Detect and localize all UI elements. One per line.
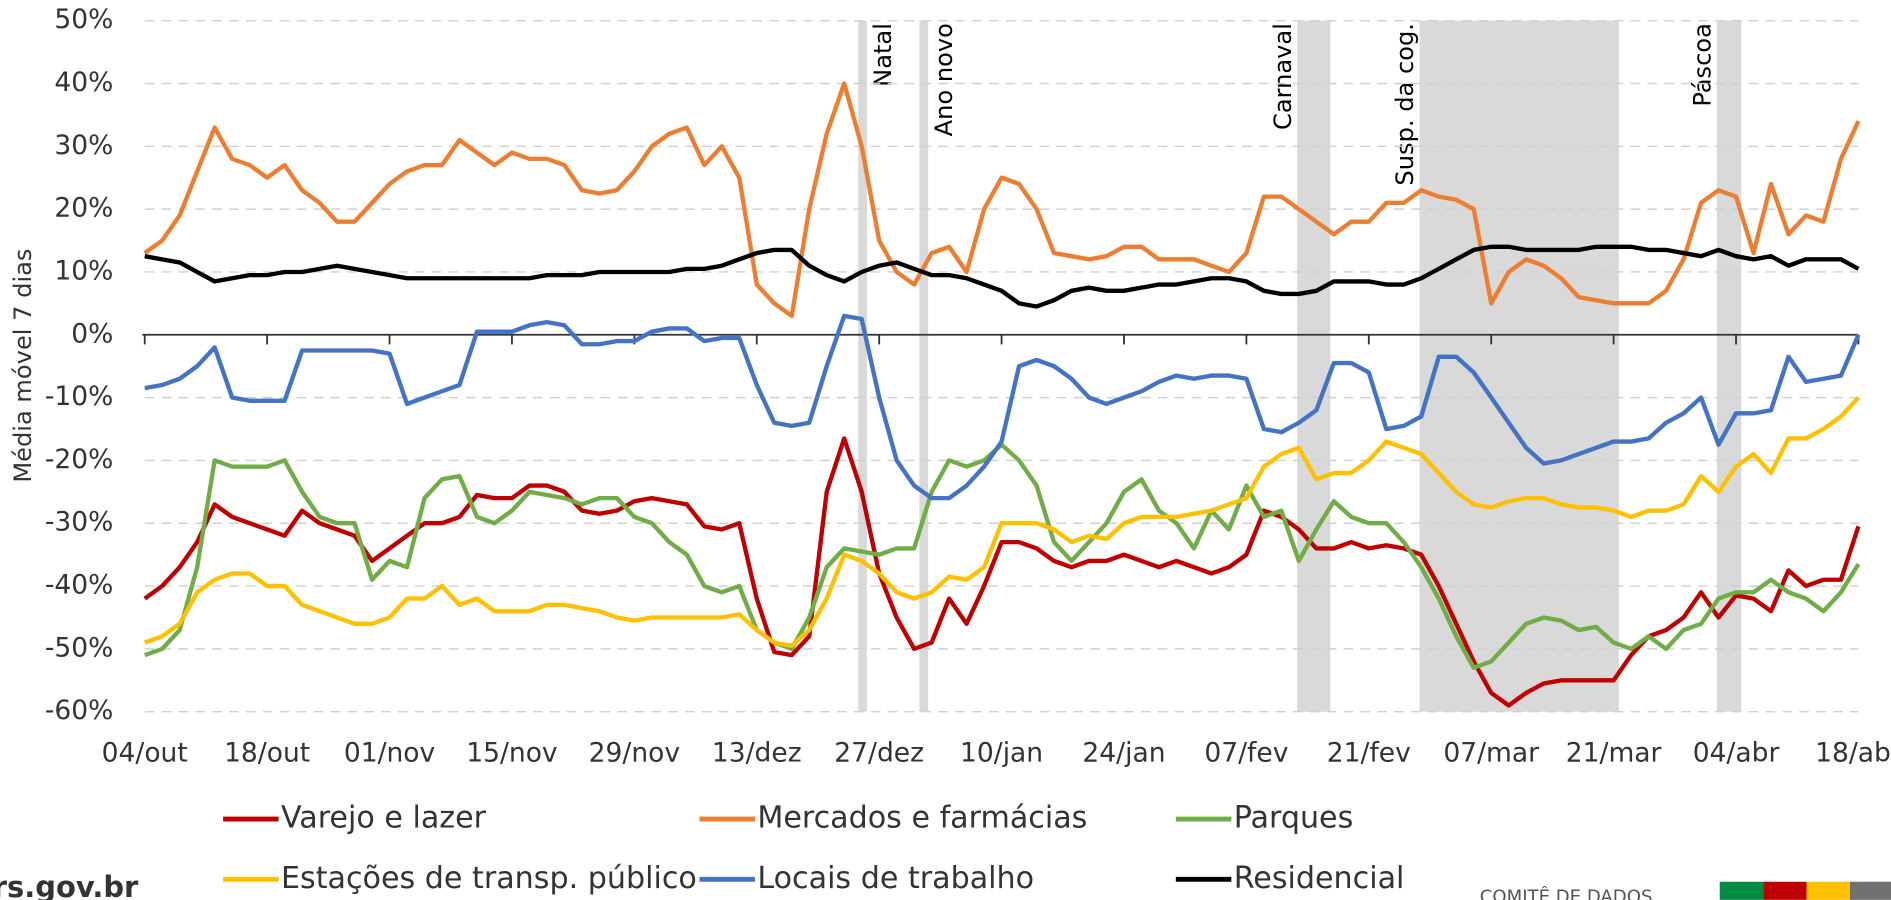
period-label: Páscoa	[1689, 23, 1717, 107]
lines	[143, 81, 1861, 708]
y-tick-label: -10%	[45, 381, 114, 412]
x-tick-label: 21/mar	[1566, 737, 1662, 768]
y-tick-label: 30%	[54, 130, 113, 161]
grid	[142, 19, 1860, 713]
y-tick-label: -60%	[45, 695, 114, 726]
legend-label: Locais de trabalho	[757, 861, 1034, 896]
y-tick-label: -50%	[45, 632, 114, 663]
series-line	[144, 244, 1860, 309]
y-tick-label: -30%	[45, 507, 114, 538]
x-tick-label: 21/fev	[1327, 737, 1411, 768]
y-tick-label: -20%	[45, 444, 114, 475]
series-line	[143, 436, 1861, 708]
logo-block	[1719, 881, 1764, 900]
logo-block	[1806, 881, 1850, 900]
x-tick-label: 04/abr	[1693, 737, 1780, 768]
period-label: Susp. da cog.	[1391, 23, 1419, 186]
y-tick-label: 40%	[54, 67, 113, 98]
period-shade	[1297, 20, 1331, 712]
logo-block	[1763, 881, 1807, 900]
period-shade	[858, 20, 867, 712]
y-tick-label: -40%	[45, 570, 114, 601]
y-tick-label: 50%	[54, 4, 113, 35]
footer-org: COMITÊ DE DADOS	[1480, 885, 1653, 900]
period-shade	[1419, 20, 1619, 712]
period-label: Ano novo	[930, 23, 958, 136]
spans: Natal Ano novo Carnaval Susp. da cog. Páscoa	[858, 20, 1742, 712]
x-tick-label: 18/out	[224, 737, 310, 768]
series-line	[143, 81, 1861, 319]
legend-label: Residencial	[1234, 861, 1405, 896]
x-tick-label: 04/out	[102, 737, 188, 768]
legend-label: Varejo e lazer	[281, 801, 487, 836]
series-line	[144, 313, 1861, 501]
y-tick-label: 20%	[54, 193, 113, 224]
x-tick-label: 13/dez	[712, 737, 802, 768]
legend-label: Mercados e farmácias	[757, 801, 1087, 836]
series-line	[143, 396, 1861, 648]
period-shade	[1716, 20, 1742, 712]
x-tick-label: 01/nov	[344, 737, 435, 768]
x-tick-label: 29/nov	[589, 737, 680, 768]
footer-site: rs.gov.br	[0, 870, 139, 900]
legend-label: Parques	[1234, 801, 1354, 836]
period-label: Natal	[869, 23, 897, 87]
period-shade	[919, 20, 929, 712]
x-tick-label: 07/fev	[1204, 737, 1288, 768]
logo-block	[1849, 881, 1891, 900]
x-tick-label: 07/mar	[1443, 737, 1539, 768]
legend-label: Estações de transp. público	[281, 861, 697, 896]
x-tick-label: 10/jan	[960, 737, 1043, 768]
y-tick-label: 0%	[71, 318, 113, 349]
y-tick-label: 10%	[54, 255, 113, 286]
period-label: Carnaval	[1269, 23, 1297, 130]
x-tick-label: 24/jan	[1082, 737, 1165, 768]
y-axis-title: Média móvel 7 dias	[9, 249, 37, 483]
x-tick-label: 18/abr	[1815, 737, 1891, 768]
x-tick-label: 27/dez	[834, 737, 924, 768]
x-tick-label: 15/nov	[466, 737, 557, 768]
